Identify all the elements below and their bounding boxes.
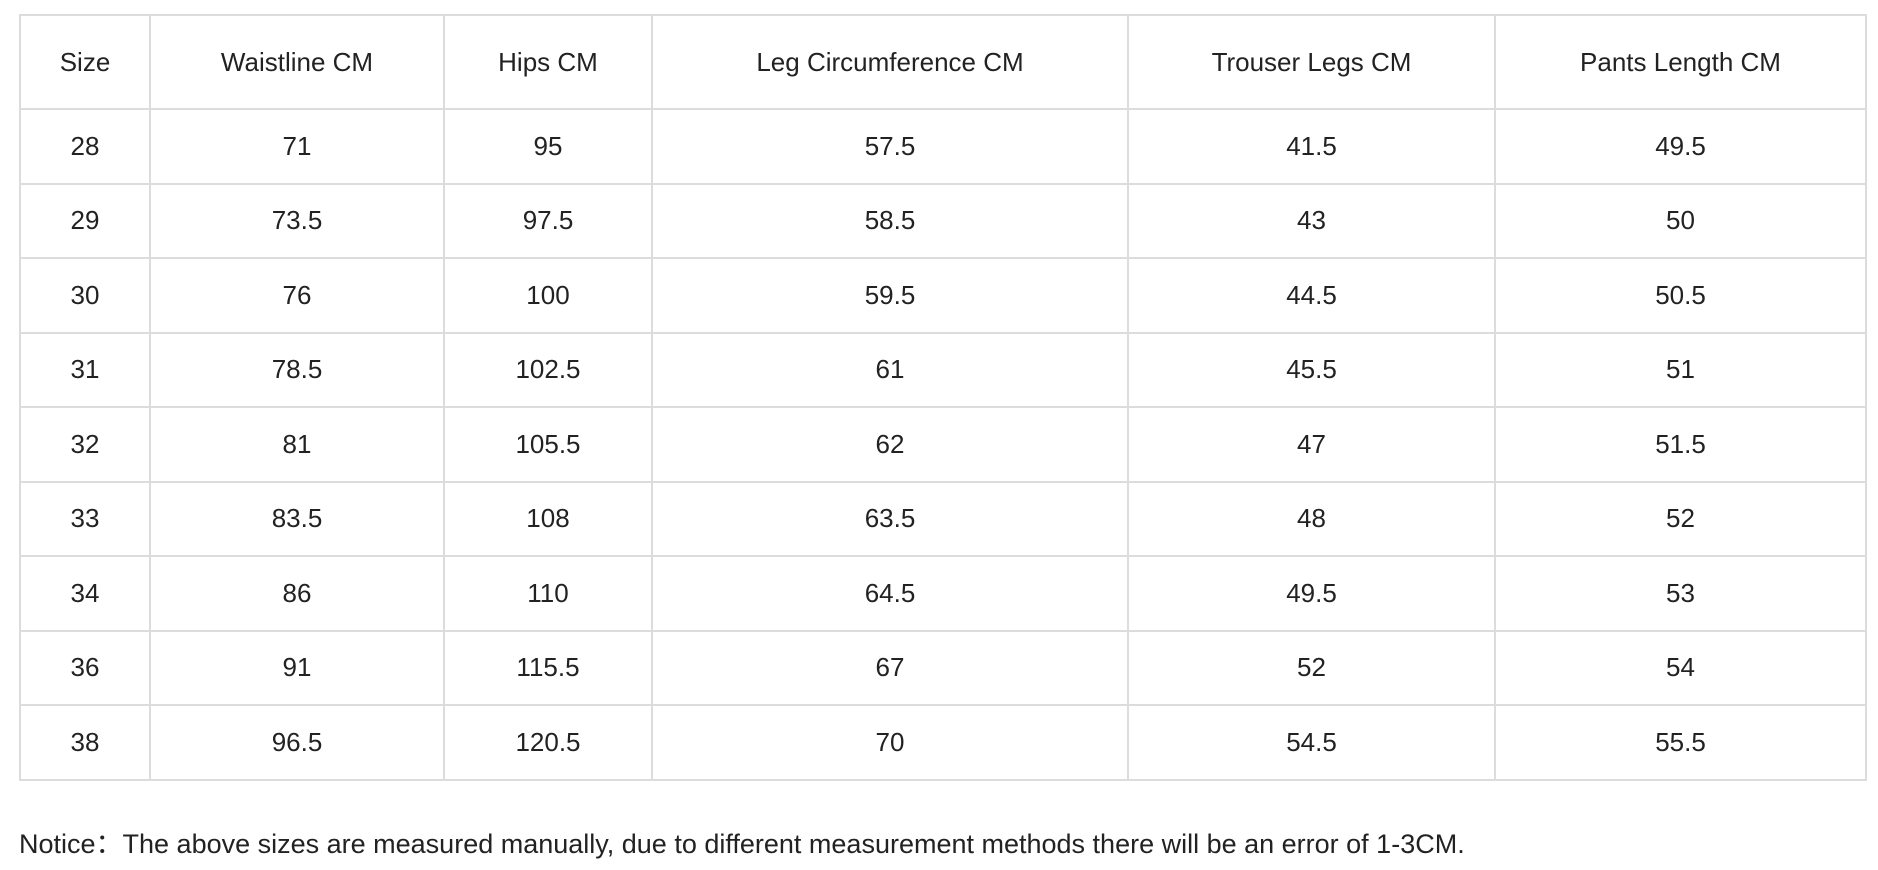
table-cell: 41.5 (1127, 108, 1496, 185)
table-row: 36 91 115.5 67 52 54 (19, 629, 1867, 706)
table-cell: 95 (443, 108, 653, 185)
header-cell: Waistline CM (149, 14, 445, 110)
table-cell: 52 (1494, 480, 1867, 557)
table-row: 34 86 110 64.5 49.5 53 (19, 555, 1867, 632)
table-cell: 108 (443, 480, 653, 557)
table-cell: 120.5 (443, 704, 653, 781)
table-cell: 52 (1127, 629, 1496, 706)
table-cell: 70 (651, 704, 1129, 781)
header-cell: Hips CM (443, 14, 653, 110)
table-cell: 102.5 (443, 331, 653, 408)
table-cell: 32 (19, 406, 151, 483)
table-cell: 36 (19, 629, 151, 706)
header-cell: Leg Circumference CM (651, 14, 1129, 110)
table-cell: 51.5 (1494, 406, 1867, 483)
table-cell: 63.5 (651, 480, 1129, 557)
table-cell: 33 (19, 480, 151, 557)
table-cell: 71 (149, 108, 445, 185)
table-row: 33 83.5 108 63.5 48 52 (19, 480, 1867, 557)
table-cell: 44.5 (1127, 257, 1496, 334)
table-cell: 51 (1494, 331, 1867, 408)
table-cell: 91 (149, 629, 445, 706)
table-cell: 55.5 (1494, 704, 1867, 781)
table-cell: 73.5 (149, 182, 445, 259)
table-cell: 62 (651, 406, 1129, 483)
table-cell: 50.5 (1494, 257, 1867, 334)
size-table: Size Waistline CM Hips CM Leg Circumference… (19, 14, 1867, 781)
table-cell: 53 (1494, 555, 1867, 632)
table-cell: 57.5 (651, 108, 1129, 185)
table-cell: 47 (1127, 406, 1496, 483)
table-cell: 83.5 (149, 480, 445, 557)
table-row: 38 96.5 120.5 70 54.5 55.5 (19, 704, 1867, 781)
table-cell: 81 (149, 406, 445, 483)
header-cell: Pants Length CM (1494, 14, 1867, 110)
table-cell: 49.5 (1494, 108, 1867, 185)
table-cell: 31 (19, 331, 151, 408)
table-row: 28 71 95 57.5 41.5 49.5 (19, 108, 1867, 185)
table-cell: 67 (651, 629, 1129, 706)
table-cell: 54 (1494, 629, 1867, 706)
table-cell: 100 (443, 257, 653, 334)
table-cell: 59.5 (651, 257, 1129, 334)
table-cell: 49.5 (1127, 555, 1496, 632)
table-cell: 105.5 (443, 406, 653, 483)
table-cell: 115.5 (443, 629, 653, 706)
table-cell: 54.5 (1127, 704, 1496, 781)
table-cell: 43 (1127, 182, 1496, 259)
table-cell: 110 (443, 555, 653, 632)
table-row: 29 73.5 97.5 58.5 43 50 (19, 182, 1867, 259)
table-cell: 45.5 (1127, 331, 1496, 408)
table-cell: 48 (1127, 480, 1496, 557)
table-cell: 58.5 (651, 182, 1129, 259)
table-cell: 30 (19, 257, 151, 334)
table-cell: 78.5 (149, 331, 445, 408)
table-row: 31 78.5 102.5 61 45.5 51 (19, 331, 1867, 408)
header-row: Size Waistline CM Hips CM Leg Circumference… (19, 14, 1867, 110)
table-cell: 64.5 (651, 555, 1129, 632)
table-cell: 34 (19, 555, 151, 632)
notice: Notice：The above sizes are measured manu… (19, 829, 1465, 859)
table-cell: 86 (149, 555, 445, 632)
table-cell: 97.5 (443, 182, 653, 259)
table-cell: 61 (651, 331, 1129, 408)
header-cell: Trouser Legs CM (1127, 14, 1496, 110)
table-cell: 29 (19, 182, 151, 259)
table-cell: 96.5 (149, 704, 445, 781)
table-cell: 76 (149, 257, 445, 334)
table-row: 32 81 105.5 62 47 51.5 (19, 406, 1867, 483)
table-cell: 38 (19, 704, 151, 781)
header-cell: Size (19, 14, 151, 110)
table-body: 28 71 95 57.5 41.5 49.5 29 73.5 97.5 58.5 43 50 30 76… (19, 108, 1867, 781)
table-row: 30 76 100 59.5 44.5 50.5 (19, 257, 1867, 334)
table-cell: 28 (19, 108, 151, 185)
table-cell: 50 (1494, 182, 1867, 259)
